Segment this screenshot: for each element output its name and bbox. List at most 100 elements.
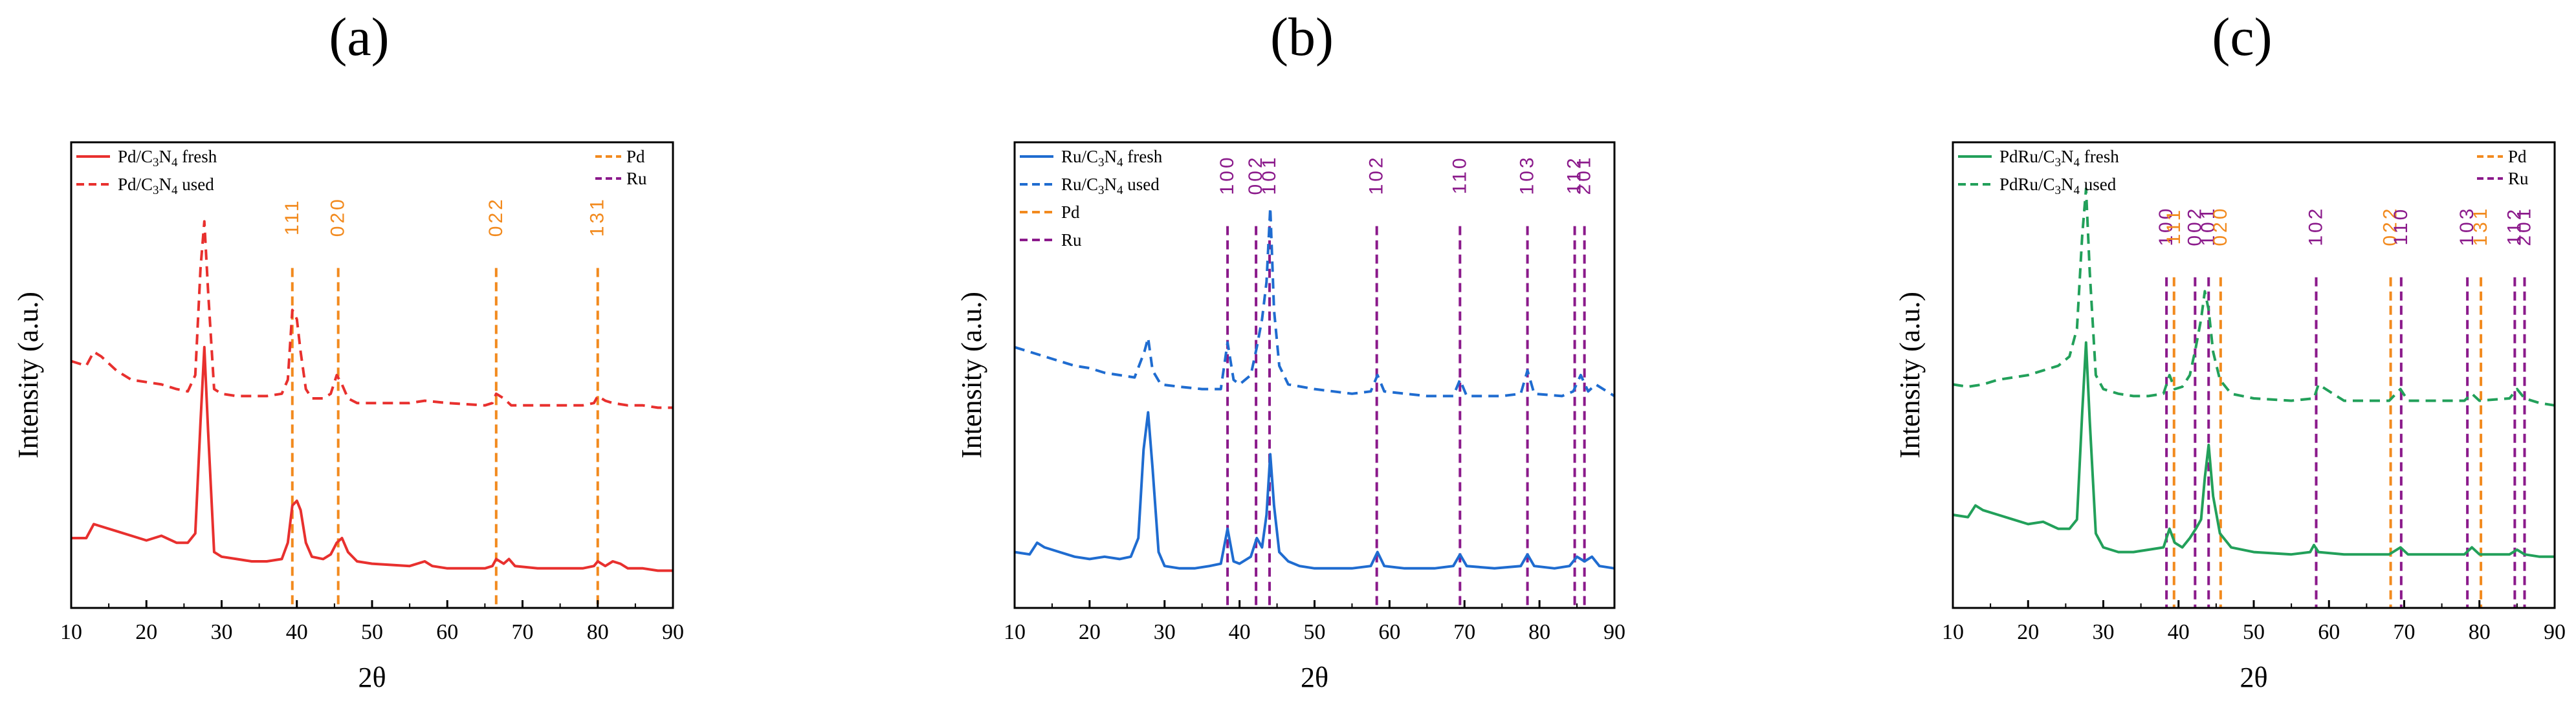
legend-text-part: fresh [178,147,217,166]
legend-text-part: Pd/C [118,147,153,166]
panel-label: (c) [2212,7,2272,67]
legend-text-part: 4 [1117,156,1123,169]
legend-entry: Ru [2508,169,2529,188]
legend-text-part: PdRu/C [1999,175,2055,194]
hkl-label: 020 [327,197,349,237]
legend-text-part: 3 [153,156,159,169]
x-tick-label: 60 [1378,620,1400,644]
x-tick-label: 20 [1079,620,1101,644]
x-tick-label: 90 [2544,620,2566,644]
panel-label: (b) [1270,7,1334,67]
legend-entry: Pd [1061,202,1080,222]
x-tick-label: 20 [135,620,157,644]
x-tick-label: 60 [2318,620,2340,644]
series-line [1014,206,1616,398]
legend-text-part: fresh [1123,147,1163,166]
y-axis-label: Intensity (a.u.) [12,292,44,459]
legend-text-part: 4 [2074,156,2080,169]
legend-text-part: N [1105,175,1117,194]
legend-text-part: 3 [1098,156,1105,169]
x-tick-label: 70 [512,620,534,644]
legend-text-part: PdRu/C [1999,147,2055,166]
hkl-label: 102 [1366,155,1387,195]
panel-a: (a) 111 020 022 131 10 20 30 40 50 60 70 80 90 2θ Inten… [12,7,684,693]
x-tick-label: 30 [2093,620,2115,644]
legend-text-part: N [159,147,172,166]
legend-text-part: N [2061,175,2074,194]
legend-entry: Ru/C3N4 fresh [1061,147,1163,169]
x-tick-label: 40 [286,620,308,644]
legend-text-part: fresh [2080,147,2119,166]
legend-text-part: N [159,175,172,194]
series-line [1952,341,2555,558]
legend-text-part: 4 [171,184,178,197]
legend-text-part: Ru/C [1061,147,1098,166]
hkl-label: 100 [2155,206,2177,246]
y-axis-label: Intensity (a.u.) [956,292,987,459]
x-tick-label: 10 [1004,620,1026,644]
hkl-label: 110 [1449,155,1470,194]
legend-text-part: 3 [2055,156,2062,169]
series-line [1952,188,2555,407]
hkl-label: 131 [587,197,608,237]
hkl-label: 112 [1564,155,1585,194]
x-tick-label: 70 [2394,620,2416,644]
x-tick-label: 40 [2168,620,2190,644]
x-tick-label: 80 [1528,620,1550,644]
x-tick-label: 30 [1154,620,1176,644]
legend-text-part: 4 [1117,184,1123,197]
hkl-label: 103 [1517,155,1538,195]
legend-text-part: 3 [153,184,159,197]
x-axis-label: 2θ [358,662,386,693]
legend-text-part: used [1123,175,1160,194]
legend-text-part: 4 [2074,184,2080,197]
x-tick-label: 10 [1942,620,1964,644]
legend-entry: PdRu/C3N4 used [1999,175,2117,197]
hkl-label: 103 [2456,206,2478,246]
hkl-label: 111 [281,198,303,235]
hkl-label: 101 [1259,155,1280,195]
hkl-label: 111 [2163,208,2185,245]
legend-entry: Ru [1061,230,1082,250]
legend-text-part: 3 [2055,184,2062,197]
hkl-label: 112 [2504,207,2525,246]
legend-text-part: Pd [1061,202,1080,222]
legend-entry: Ru [626,169,647,188]
hkl-label: 022 [2380,206,2401,246]
series-line [71,220,673,409]
series-line [1014,411,1615,570]
legend-text-part: Pd/C [118,175,153,194]
x-tick-label: 90 [1603,620,1625,644]
x-tick-label: 60 [436,620,458,644]
y-axis-label: Intensity (a.u.) [1894,292,1926,459]
legend-text-part: used [2080,175,2117,194]
hkl-label: 101 [2197,206,2219,246]
hkl-label: 201 [2514,206,2535,246]
hkl-label: 201 [1574,155,1595,195]
legend-entry: PdRu/C3N4 fresh [1999,147,2119,169]
hkl-label: 131 [2470,206,2491,246]
x-axis-label: 2θ [1301,662,1328,693]
hkl-label: 100 [1216,155,1238,195]
legend-text-part: 4 [171,156,178,169]
panel-label: (a) [329,7,389,67]
x-tick-label: 90 [662,620,684,644]
x-tick-label: 50 [361,620,383,644]
x-tick-label: 50 [1304,620,1326,644]
hkl-label: 002 [2184,206,2205,246]
x-tick-label: 30 [211,620,233,644]
legend-entry: Pd/C3N4 fresh [118,147,217,169]
hkl-label: 110 [2390,207,2412,246]
x-tick-label: 70 [1453,620,1475,644]
x-tick-label: 10 [60,620,82,644]
legend-text-part: N [1105,147,1117,166]
x-tick-label: 80 [587,620,609,644]
legend-text-part: 3 [1098,184,1105,197]
legend-text-part: Ru/C [1061,175,1098,194]
legend-text-part: N [2061,147,2074,166]
series-line [71,345,673,572]
legend-entry: Pd [2508,147,2527,166]
